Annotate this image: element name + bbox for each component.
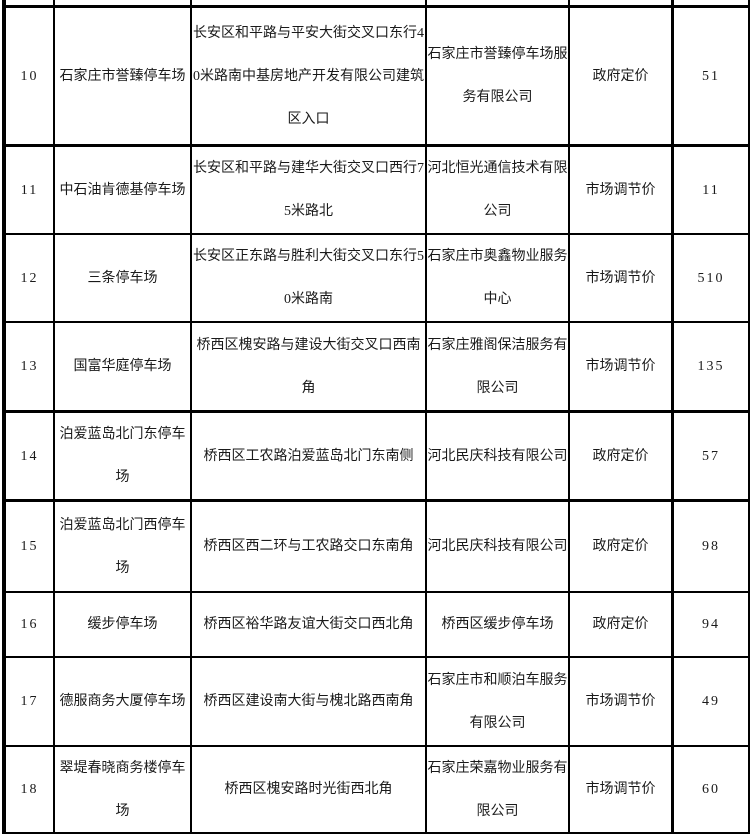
- cell-operator: 石家庄雅阁保洁服务有限公司: [427, 323, 570, 410]
- cell-name: 翠堤春晓商务楼停车场: [55, 747, 192, 832]
- cell-spaces: [674, 0, 750, 5]
- table-row: 10 石家庄市誉臻停车场 长安区和平路与平安大街交叉口东行40米路南中基房地产开…: [6, 8, 750, 147]
- cell-seq: 17: [6, 658, 55, 745]
- cell-operator: 河北民庆科技有限公司: [427, 502, 570, 591]
- cell-seq: 12: [6, 235, 55, 321]
- cell-spaces: 135: [674, 323, 750, 410]
- cell-operator: [427, 0, 570, 5]
- cell-name: 德服商务大厦停车场: [55, 658, 192, 745]
- cell-pricing: 市场调节价: [570, 147, 674, 233]
- table-row: 13 国富华庭停车场 桥西区槐安路与建设大街交叉口西南角 石家庄雅阁保洁服务有限…: [6, 323, 750, 413]
- cell-operator: 石家庄市誉臻停车场服务有限公司: [427, 8, 570, 144]
- cell-seq: [6, 0, 55, 5]
- cell-address: [192, 0, 427, 5]
- cell-seq: 18: [6, 747, 55, 832]
- cell-seq: 14: [6, 413, 55, 499]
- cell-pricing: 政府定价: [570, 502, 674, 591]
- cell-name: 三条停车场: [55, 235, 192, 321]
- cell-pricing: [570, 0, 674, 5]
- cell-pricing: 政府定价: [570, 8, 674, 144]
- table-row: 14 泊爱蓝岛北门东停车场 桥西区工农路泊爱蓝岛北门东南侧 河北民庆科技有限公司…: [6, 413, 750, 502]
- cell-seq: 16: [6, 593, 55, 656]
- cell-pricing: 政府定价: [570, 413, 674, 499]
- cell-operator: 石家庄市奥鑫物业服务中心: [427, 235, 570, 321]
- cell-operator: 石家庄市和顺泊车服务有限公司: [427, 658, 570, 745]
- cell-address: 桥西区西二环与工农路交口东南角: [192, 502, 427, 591]
- cell-name: 中石油肯德基停车场: [55, 147, 192, 233]
- table-row-partial-top: [6, 0, 750, 8]
- cell-pricing: 市场调节价: [570, 658, 674, 745]
- cell-name: 国富华庭停车场: [55, 323, 192, 410]
- cell-address: 桥西区裕华路友谊大街交口西北角: [192, 593, 427, 656]
- cell-name: 泊爱蓝岛北门西停车场: [55, 502, 192, 591]
- table-row: 16 缓步停车场 桥西区裕华路友谊大街交口西北角 桥西区缓步停车场 政府定价 9…: [6, 593, 750, 658]
- cell-address: 长安区和平路与建华大街交叉口西行75米路北: [192, 147, 427, 233]
- cell-address: 桥西区槐安路时光街西北角: [192, 747, 427, 832]
- cell-seq: 11: [6, 147, 55, 233]
- cell-name: 缓步停车场: [55, 593, 192, 656]
- cell-spaces: 11: [674, 147, 750, 233]
- cell-address: 长安区正东路与胜利大街交叉口东行50米路南: [192, 235, 427, 321]
- cell-spaces: 510: [674, 235, 750, 321]
- cell-name: [55, 0, 192, 5]
- cell-operator: 桥西区缓步停车场: [427, 593, 570, 656]
- cell-seq: 13: [6, 323, 55, 410]
- cell-pricing: 政府定价: [570, 593, 674, 656]
- table-row: 18 翠堤春晓商务楼停车场 桥西区槐安路时光街西北角 石家庄荣嘉物业服务有限公司…: [6, 747, 750, 834]
- cell-spaces: 60: [674, 747, 750, 832]
- table-row: 11 中石油肯德基停车场 长安区和平路与建华大街交叉口西行75米路北 河北恒光通…: [6, 147, 750, 235]
- cell-address: 桥西区槐安路与建设大街交叉口西南角: [192, 323, 427, 410]
- cell-seq: 10: [6, 8, 55, 144]
- cell-pricing: 市场调节价: [570, 235, 674, 321]
- cell-name: 石家庄市誉臻停车场: [55, 8, 192, 144]
- cell-operator: 石家庄荣嘉物业服务有限公司: [427, 747, 570, 832]
- table-row: 12 三条停车场 长安区正东路与胜利大街交叉口东行50米路南 石家庄市奥鑫物业服…: [6, 235, 750, 323]
- cell-spaces: 49: [674, 658, 750, 745]
- cell-spaces: 57: [674, 413, 750, 499]
- table-row: 15 泊爱蓝岛北门西停车场 桥西区西二环与工农路交口东南角 河北民庆科技有限公司…: [6, 502, 750, 593]
- cell-address: 桥西区工农路泊爱蓝岛北门东南侧: [192, 413, 427, 499]
- cell-operator: 河北民庆科技有限公司: [427, 413, 570, 499]
- cell-spaces: 94: [674, 593, 750, 656]
- cell-name: 泊爱蓝岛北门东停车场: [55, 413, 192, 499]
- cell-spaces: 98: [674, 502, 750, 591]
- cell-address: 长安区和平路与平安大街交叉口东行40米路南中基房地产开发有限公司建筑区入口: [192, 8, 427, 144]
- cell-pricing: 市场调节价: [570, 323, 674, 410]
- cell-pricing: 市场调节价: [570, 747, 674, 832]
- cell-operator: 河北恒光通信技术有限公司: [427, 147, 570, 233]
- table-row: 17 德服商务大厦停车场 桥西区建设南大街与槐北路西南角 石家庄市和顺泊车服务有…: [6, 658, 750, 747]
- cell-address: 桥西区建设南大街与槐北路西南角: [192, 658, 427, 745]
- cell-seq: 15: [6, 502, 55, 591]
- cell-spaces: 51: [674, 8, 750, 144]
